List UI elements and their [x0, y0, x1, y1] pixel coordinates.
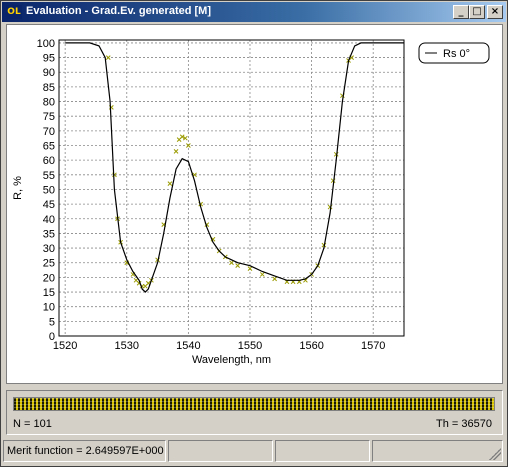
measured-point-marker: [167, 181, 173, 186]
x-tick-label: 1550: [238, 340, 262, 352]
y-tick-label: 100: [37, 38, 55, 50]
progress-bar: [13, 397, 495, 411]
x-axis-label: Wavelength, nm: [192, 354, 271, 366]
x-tick-label: 1540: [176, 340, 200, 352]
y-tick-label: 95: [43, 53, 55, 65]
x-tick-label: 1530: [115, 340, 139, 352]
merit-function-status: Merit function = 2.649597E+000: [3, 440, 166, 462]
title-bar[interactable]: OL Evaluation - Grad.Ev. generated [M] _…: [2, 2, 506, 22]
legend-label: Rs 0°: [443, 48, 470, 60]
measured-point-marker: [186, 143, 191, 148]
progress-panel: N = 101 Th = 36570: [6, 390, 503, 435]
measured-point-marker: [259, 272, 265, 277]
reflectance-chart[interactable]: 1520 1530 1540 1550 1560 15700510152025303540…: [7, 25, 502, 383]
series-line-rs: [65, 42, 404, 293]
y-tick-label: 90: [43, 67, 55, 79]
y-tick-label: 85: [43, 82, 55, 94]
y-tick-label: 15: [43, 287, 55, 299]
y-tick-label: 20: [43, 272, 55, 284]
threshold-value: Th = 36570: [436, 418, 492, 430]
y-tick-label: 30: [43, 243, 55, 255]
x-tick-label: 1560: [299, 340, 323, 352]
measured-point-marker: [229, 260, 234, 266]
y-tick-label: 5: [49, 316, 55, 328]
y-tick-label: 45: [43, 199, 55, 211]
measured-point-marker: [272, 276, 277, 282]
plot-panel[interactable]: 1520 1530 1540 1550 1560 1570 0 5 10 15 20 25 30 35 40…: [6, 24, 503, 384]
status-panel-4: [372, 440, 503, 462]
close-button[interactable]: ×: [487, 5, 503, 19]
y-tick-label: 25: [43, 258, 55, 270]
measured-point-marker: [235, 263, 241, 269]
resize-grip-icon[interactable]: [489, 448, 501, 460]
y-tick-label: 10: [43, 302, 55, 314]
y-axis-label: R, %: [12, 176, 24, 200]
status-bar: Merit function = 2.649597E+000: [3, 440, 505, 464]
measured-point-marker: [105, 55, 111, 60]
window-title: Evaluation - Grad.Ev. generated [M]: [26, 5, 211, 17]
y-tick-label: 50: [43, 184, 55, 196]
y-tick-label: 55: [43, 170, 55, 182]
maximize-button[interactable]: □: [469, 5, 485, 19]
y-tick-label: 70: [43, 126, 55, 138]
y-tick-label: 0: [49, 331, 55, 343]
status-panel-3: [275, 440, 370, 462]
minimize-button[interactable]: _: [453, 5, 469, 19]
y-tick-label: 35: [43, 228, 55, 240]
legend: Rs 0°: [418, 42, 490, 64]
iteration-count: N = 101: [13, 418, 52, 430]
measured-point-marker: [182, 135, 188, 141]
y-tick-label: 80: [43, 97, 55, 109]
y-tick-label: 65: [43, 141, 55, 153]
y-tick-label: 40: [43, 214, 55, 226]
y-tick-label: 75: [43, 111, 55, 123]
x-tick-label: 1570: [361, 340, 385, 352]
app-logo-icon: OL: [6, 5, 22, 19]
x-tick-label: 1520: [53, 340, 77, 352]
measured-point-marker: [173, 149, 179, 154]
y-tick-label: 60: [43, 155, 55, 167]
status-panel-2: [168, 440, 273, 462]
measured-point-marker: [247, 266, 253, 271]
measured-point-marker: [179, 134, 185, 140]
